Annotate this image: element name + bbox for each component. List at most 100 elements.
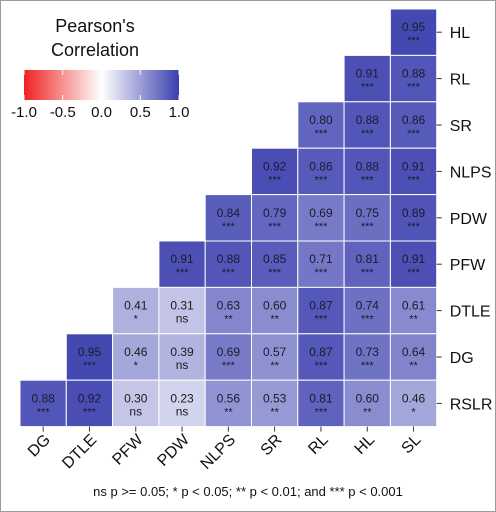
cell-significance: * — [411, 406, 416, 418]
cell-value: 0.69 — [217, 345, 241, 359]
cell-value: 0.69 — [309, 206, 333, 220]
cell-significance: ns — [129, 404, 142, 418]
y-label-sr: SR — [450, 118, 472, 135]
y-label-rl: RL — [450, 72, 471, 89]
significance-footnote: ns p >= 0.05; * p < 0.05; ** p < 0.01; a… — [93, 484, 403, 499]
legend-tick-label: -0.5 — [50, 104, 76, 121]
cell-value: 0.53 — [263, 391, 287, 405]
cell-significance: *** — [222, 267, 236, 279]
cell-rl-sl — [389, 54, 438, 103]
cell-value: 0.87 — [309, 345, 333, 359]
x-label-pfw: PFW — [109, 431, 147, 469]
cell-significance: *** — [407, 35, 421, 47]
cell-significance: ** — [270, 314, 279, 326]
x-label-dtle: DTLE — [59, 431, 100, 472]
legend-title-line2: Correlation — [50, 40, 140, 60]
cell-rslr-rl — [297, 379, 345, 428]
cell-rslr-pfw — [112, 379, 160, 428]
cell-significance: *** — [176, 267, 190, 279]
cell-significance: * — [134, 314, 139, 326]
cell-nlps-rl — [297, 147, 345, 196]
y-label-pdw: PDW — [450, 211, 488, 228]
cell-pfw-nlps — [204, 240, 252, 288]
cell-significance: *** — [407, 82, 421, 94]
cell-value: 0.88 — [356, 159, 380, 173]
cell-value: 0.64 — [402, 345, 426, 359]
cell-significance: *** — [268, 221, 282, 233]
cell-value: 0.88 — [402, 67, 426, 81]
cell-nlps-sl — [389, 147, 438, 196]
cell-sr-sl — [389, 101, 438, 149]
cell-value: 0.60 — [356, 391, 380, 405]
cell-value: 0.95 — [402, 20, 426, 34]
x-label-hl: HL — [352, 431, 379, 458]
cell-pdw-sl — [389, 194, 438, 242]
cell-value: 0.92 — [263, 159, 287, 173]
cell-value: 0.74 — [356, 299, 380, 313]
cell-significance: *** — [407, 221, 421, 233]
y-label-dtle: DTLE — [450, 304, 491, 321]
cell-value: 0.92 — [78, 391, 102, 405]
y-label-pfw: PFW — [450, 257, 486, 274]
cell-value: 0.88 — [356, 113, 380, 127]
cell-value: 0.46 — [124, 345, 148, 359]
cell-hl-sl — [389, 8, 438, 56]
cell-rslr-sr — [251, 379, 299, 428]
cell-pdw-sr — [251, 194, 299, 242]
cell-significance: *** — [361, 314, 375, 326]
y-label-hl: HL — [450, 25, 471, 42]
x-label-sl: SL — [399, 431, 425, 457]
cell-significance: * — [134, 360, 139, 372]
cell-value: 0.23 — [170, 391, 194, 405]
cell-dtle-sl — [389, 286, 438, 335]
cell-value: 0.87 — [309, 299, 333, 313]
cell-value: 0.81 — [309, 391, 333, 405]
cell-value: 0.41 — [124, 299, 148, 313]
cell-value: 0.80 — [309, 113, 333, 127]
cell-value: 0.39 — [170, 345, 194, 359]
cell-significance: *** — [407, 128, 421, 140]
cell-significance: *** — [222, 360, 236, 372]
cell-value: 0.89 — [402, 206, 426, 220]
x-label-pdw: PDW — [154, 431, 193, 470]
cell-significance: ns — [176, 404, 189, 418]
cell-dg-dtle — [65, 333, 114, 381]
x-label-rl: RL — [305, 431, 332, 458]
cell-significance: *** — [83, 360, 97, 372]
x-label-dg: DG — [25, 431, 54, 460]
cell-value: 0.91 — [356, 67, 380, 81]
cell-value: 0.86 — [309, 159, 333, 173]
cell-value: 0.81 — [356, 252, 380, 266]
legend-tick-label: -1.0 — [11, 104, 37, 121]
cell-significance: *** — [361, 174, 375, 186]
cell-significance: ** — [270, 360, 279, 372]
y-label-dg: DG — [450, 350, 474, 367]
cell-value: 0.31 — [170, 299, 194, 313]
x-label-nlps: NLPS — [198, 431, 240, 473]
cell-significance: ** — [409, 360, 418, 372]
cell-significance: *** — [315, 267, 329, 279]
cell-significance: *** — [315, 128, 329, 140]
cell-rslr-dtle — [65, 379, 114, 428]
cell-value: 0.46 — [402, 391, 426, 405]
cell-value: 0.91 — [402, 252, 426, 266]
cell-significance: ns — [176, 312, 189, 326]
cell-value: 0.57 — [263, 345, 287, 359]
cell-value: 0.88 — [31, 391, 55, 405]
legend-title-line1: Pearson's — [55, 16, 135, 36]
cell-value: 0.30 — [124, 391, 148, 405]
cell-significance: ** — [224, 406, 233, 418]
cell-significance: *** — [315, 360, 329, 372]
cell-value: 0.73 — [356, 345, 380, 359]
cell-value: 0.56 — [217, 391, 241, 405]
cell-value: 0.95 — [78, 345, 102, 359]
cell-value: 0.71 — [309, 252, 333, 266]
cell-significance: ns — [176, 358, 189, 372]
cell-value: 0.88 — [217, 252, 241, 266]
cell-significance: *** — [361, 360, 375, 372]
cell-value: 0.91 — [170, 252, 194, 266]
cell-value: 0.63 — [217, 299, 241, 313]
legend-tick-label: 0.0 — [91, 104, 112, 121]
cell-significance: *** — [407, 267, 421, 279]
